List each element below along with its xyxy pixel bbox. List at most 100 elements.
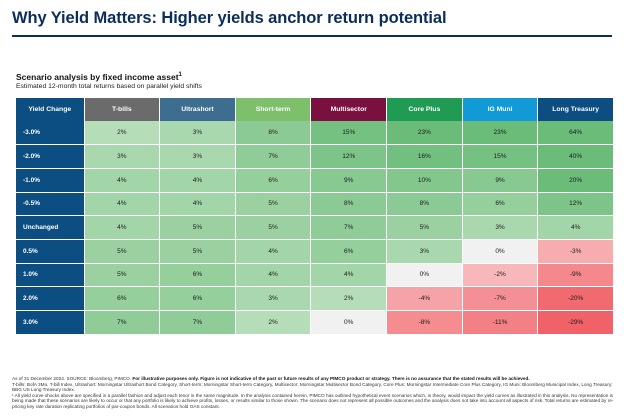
- return-cell: 23%: [462, 121, 539, 146]
- return-cell: 4%: [159, 192, 236, 217]
- return-cell: 7%: [310, 215, 388, 240]
- return-cell: 6%: [235, 168, 312, 193]
- return-cell: 4%: [310, 263, 388, 288]
- title-divider: [12, 35, 612, 37]
- return-cell: 3%: [159, 144, 236, 169]
- return-cell: -11%: [462, 310, 539, 335]
- return-cell: -20%: [537, 286, 614, 311]
- table-row: -0.5% 4% 4% 5% 8% 8% 6% 12%: [16, 192, 614, 217]
- footnote-source: As of 31 December 2024. SOURCE: Bloomber…: [12, 376, 616, 382]
- header-ig-muni: IG Muni: [462, 98, 539, 121]
- return-cell: -9%: [537, 263, 614, 288]
- return-cell: 3%: [235, 286, 312, 311]
- return-cell: 4%: [84, 192, 161, 217]
- return-cell: 6%: [159, 263, 236, 288]
- return-cell: -8%: [386, 310, 463, 335]
- header-core-plus: Core Plus: [386, 98, 463, 121]
- return-cell: 4%: [84, 215, 161, 240]
- return-cell: 15%: [462, 144, 539, 169]
- return-cell: -2%: [462, 263, 539, 288]
- return-cell: 4%: [537, 215, 614, 240]
- return-cell: 5%: [159, 239, 236, 264]
- return-cell: 5%: [386, 215, 463, 240]
- header-row: Yield Change T-bills Ultrashort Short-te…: [16, 98, 614, 121]
- return-cell: 8%: [310, 192, 388, 217]
- table-row: 2.0% 6% 6% 3% 2% -4% -7% -20%: [16, 286, 614, 311]
- footnote-scenario-note: ¹ All yield curve shocks above are speci…: [12, 392, 614, 409]
- footnotes: As of 31 December 2024. SOURCE: Bloomber…: [12, 376, 616, 410]
- return-cell: 7%: [84, 310, 161, 335]
- return-cell: 2%: [84, 121, 161, 146]
- footnote-marker: 1: [178, 72, 182, 79]
- return-cell: 0%: [386, 263, 463, 288]
- return-cell: 3%: [84, 144, 161, 169]
- return-cell: 6%: [84, 286, 161, 311]
- yield-change-label: 3.0%: [16, 310, 85, 335]
- return-cell: 2%: [235, 310, 312, 335]
- yield-change-label: -1.0%: [16, 168, 85, 193]
- yield-change-label: -2.0%: [16, 144, 85, 169]
- yield-change-label: 1.0%: [16, 263, 85, 288]
- table-row: 0.5% 5% 5% 4% 6% 3% 0% -3%: [16, 239, 614, 264]
- return-cell: 5%: [84, 239, 161, 264]
- return-cell: 3%: [386, 239, 463, 264]
- yield-change-label: Unchanged: [16, 215, 85, 240]
- page-title: Why Yield Matters: Higher yields anchor …: [12, 9, 447, 27]
- return-cell: 20%: [537, 168, 614, 193]
- return-cell: 4%: [84, 168, 161, 193]
- table-body: -3.0% 2% 3% 8% 15% 23% 23% 64% -2.0% 3% 3% 7% 12% 16%…: [16, 121, 614, 335]
- table-row: -3.0% 2% 3% 8% 15% 23% 23% 64%: [16, 121, 614, 146]
- return-cell: 5%: [159, 215, 236, 240]
- return-cell: 7%: [159, 310, 236, 335]
- table-subtitle: Scenario analysis by fixed income asset1: [16, 72, 182, 82]
- table-row: -1.0% 4% 4% 6% 9% 10% 9% 20%: [16, 168, 614, 193]
- table-caption: Estimated 12-month total returns based o…: [16, 83, 202, 90]
- scenario-table: Yield Change T-bills Ultrashort Short-te…: [16, 98, 614, 335]
- return-cell: 6%: [310, 239, 388, 264]
- footnote-disclaimer: For illustrative purposes only. Figure i…: [132, 376, 530, 381]
- header-t-bills: T-bills: [84, 98, 161, 121]
- header-ultrashort: Ultrashort: [159, 98, 236, 121]
- return-cell: 0%: [310, 310, 388, 335]
- table-row: 3.0% 7% 7% 2% 0% -8% -11% -29%: [16, 310, 614, 335]
- header-short-term: Short-term: [235, 98, 312, 121]
- return-cell: 8%: [235, 121, 312, 146]
- table-row: Unchanged 4% 5% 5% 7% 5% 3% 4%: [16, 215, 614, 240]
- return-cell: 16%: [386, 144, 463, 169]
- header-long-treasury: Long Treasury: [537, 98, 614, 121]
- return-cell: -3%: [537, 239, 614, 264]
- return-cell: 0%: [462, 239, 539, 264]
- return-cell: 6%: [462, 192, 539, 217]
- return-cell: 64%: [537, 121, 614, 146]
- return-cell: 4%: [159, 168, 236, 193]
- return-cell: 6%: [159, 286, 236, 311]
- return-cell: 12%: [537, 192, 614, 217]
- return-cell: 3%: [159, 121, 236, 146]
- table-row: -2.0% 3% 3% 7% 12% 16% 15% 40%: [16, 144, 614, 169]
- return-cell: 23%: [386, 121, 463, 146]
- return-cell: 3%: [462, 215, 539, 240]
- return-cell: 7%: [235, 144, 312, 169]
- return-cell: 40%: [537, 144, 614, 169]
- yield-change-label: -3.0%: [16, 121, 85, 146]
- yield-change-label: -0.5%: [16, 192, 85, 217]
- return-cell: 9%: [310, 168, 388, 193]
- return-cell: 9%: [462, 168, 539, 193]
- yield-change-label: 2.0%: [16, 286, 85, 311]
- return-cell: 4%: [235, 239, 312, 264]
- return-cell: 5%: [84, 263, 161, 288]
- return-cell: -29%: [537, 310, 614, 335]
- return-cell: -4%: [386, 286, 463, 311]
- return-cell: 5%: [235, 192, 312, 217]
- return-cell: 15%: [310, 121, 388, 146]
- return-cell: 10%: [386, 168, 463, 193]
- return-cell: 8%: [386, 192, 463, 217]
- return-cell: 2%: [310, 286, 388, 311]
- footnote-source-date: As of 31 December 2024. SOURCE: Bloomber…: [12, 376, 132, 381]
- table-row: 1.0% 5% 6% 4% 4% 0% -2% -9%: [16, 263, 614, 288]
- footnote-index-definitions: T-bills: BofA 3Mo. T-bill Index, Ultrash…: [12, 381, 613, 393]
- return-cell: 12%: [310, 144, 388, 169]
- yield-change-label: 0.5%: [16, 239, 85, 264]
- header-yield-change: Yield Change: [16, 98, 85, 121]
- table-subtitle-text: Scenario analysis by fixed income asset: [16, 72, 179, 82]
